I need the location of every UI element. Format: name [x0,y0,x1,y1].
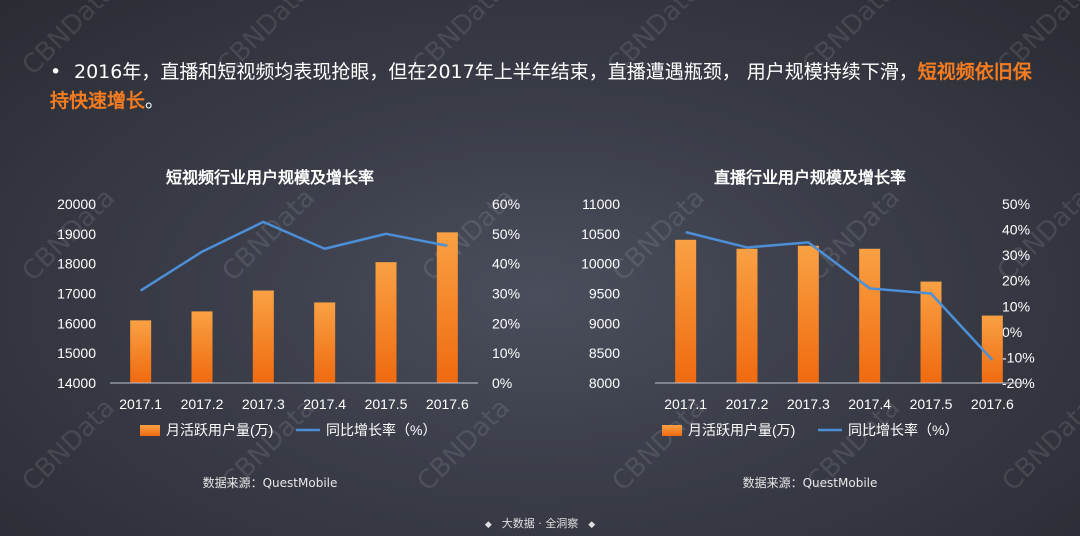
diamond-icon: ◆ [588,520,596,530]
x-tick-label: 2017.6 [971,396,1014,412]
y2-tick-label: -10% [1002,349,1035,365]
diamond-icon: ◆ [484,520,492,530]
chart-source: 数据来源：QuestMobile [202,476,338,490]
bar [252,290,274,383]
legend-line-label: 同比增长率（%） [326,422,436,438]
y-tick-label: 14000 [57,375,96,391]
x-tick-label: 2017.1 [119,396,162,412]
y-tick-label: 11000 [582,196,620,212]
y-tick-label: 17000 [57,286,96,302]
chart-source: 数据来源：QuestMobile [742,476,878,490]
x-tick-label: 2017.2 [726,396,769,412]
live-stream-chart-panel: 直播行业用户规模及增长率 11000 10500 10000 9500 9000 8500… [540,150,1080,510]
y2-tick-label: 10% [492,345,520,361]
y2-tick-label: 40% [492,256,520,272]
footer: ◆ 大数据 · 全洞察 ◆ [0,515,1080,531]
headline-text: 2016年，直播和短视频均表现抢眼，但在2017年上半年结束，直播遭遇瓶颈， 用… [74,61,918,83]
y-tick-label: 8000 [589,375,620,391]
y-tick-label: 10500 [581,226,620,242]
x-tick-label: 2017.5 [365,396,408,412]
headline-end: 。 [145,90,165,112]
y-tick-label: 19000 [57,226,96,242]
footer-text: 大数据 · 全洞察 [501,517,579,530]
y2-tick-label: 0% [492,375,512,391]
y-tick-label: 9000 [589,315,620,331]
y2-tick-label: 50% [1002,196,1030,212]
y-tick-label: 9500 [589,286,620,302]
growth-rate-line [685,230,994,361]
short-video-chart-panel: 短视频行业用户规模及增长率 20000 19000 18000 17000 16000 1… [0,150,540,510]
x-tick-label: 2017.5 [910,396,953,412]
x-tick-label: 2017.3 [242,396,285,412]
y2-tick-label: 10% [1002,298,1030,314]
y2-tick-label: 60% [492,196,520,212]
bar [859,248,881,383]
bar [436,232,458,383]
bullet-icon: • [50,61,62,83]
y2-tick-label: 20% [492,315,520,331]
bar [920,281,942,383]
legend-bar-label: 月活跃用户量(万) [688,422,795,438]
bar [130,320,152,383]
bar [675,239,697,383]
x-tick-label: 2017.6 [426,396,469,412]
y2-tick-label: 50% [492,226,520,242]
live-stream-chart: 11000 10500 10000 9500 9000 8500 8000 50% 40% 30%… [581,196,1035,438]
x-tick-label: 2017.2 [181,396,224,412]
y2-tick-label: 40% [1002,222,1030,238]
x-tick-label: 2017.4 [848,396,891,412]
legend-bar-swatch [140,425,160,436]
chart-title: 短视频行业用户规模及增长率 [165,168,374,187]
x-tick-label: 2017.1 [664,396,707,412]
legend-line-label: 同比增长率（%） [848,422,958,438]
bar [736,248,758,383]
y-tick-label: 18000 [57,256,96,272]
y2-tick-label: 30% [492,286,520,302]
y-tick-label: 16000 [57,315,96,331]
legend-bar-label: 月活跃用户量(万) [166,422,273,438]
y2-tick-label: 20% [1002,273,1030,289]
bar [191,311,213,383]
y2-tick-label: 0% [1002,324,1022,340]
short-video-chart: 20000 19000 18000 17000 16000 15000 14000 60% 50… [57,196,520,438]
bar [797,245,819,383]
bar [314,302,336,383]
y-tick-label: 8500 [589,345,620,361]
headline: • 2016年，直播和短视频均表现抢眼，但在2017年上半年结束，直播遭遇瓶颈， … [50,58,1040,116]
y-tick-label: 10000 [581,256,620,272]
bar [981,315,1003,383]
bar [375,262,397,383]
chart-title: 直播行业用户规模及增长率 [713,168,906,187]
legend-bar-swatch [662,425,682,436]
x-tick-label: 2017.4 [303,396,346,412]
y2-tick-label: 30% [1002,247,1030,263]
y-tick-label: 20000 [57,196,96,212]
growth-rate-line [139,220,448,292]
x-tick-label: 2017.3 [787,396,830,412]
headline-highlight: 短视频依旧保持快速增长 [50,61,1032,112]
y-tick-label: 15000 [57,345,96,361]
